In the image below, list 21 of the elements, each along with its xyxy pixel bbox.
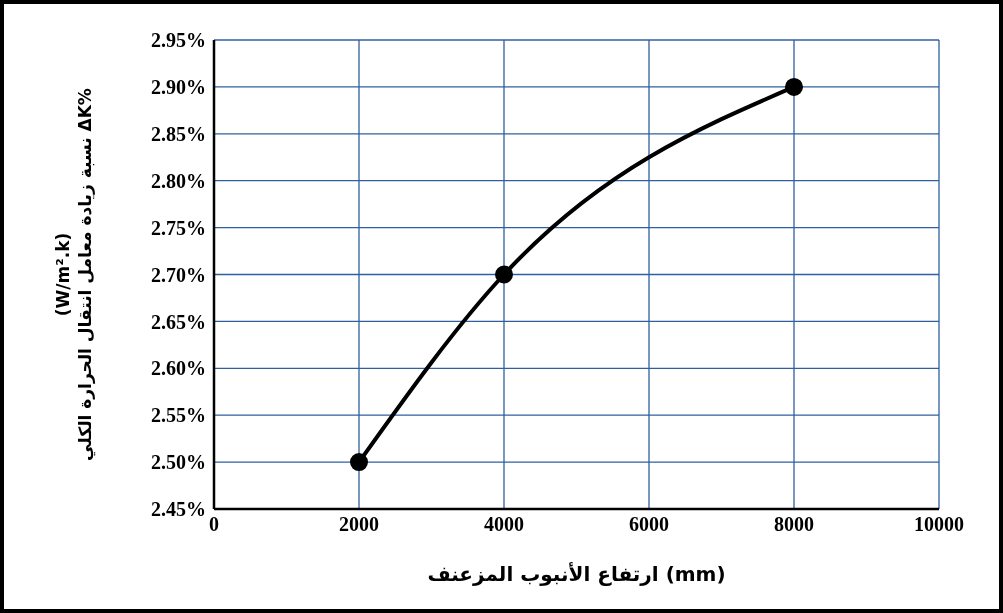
y-tick-label: 2.90% <box>151 76 206 98</box>
y-tick-label: 2.70% <box>151 263 206 286</box>
point <box>350 453 368 472</box>
y-tick-label: 2.50% <box>151 451 206 474</box>
y-tick-label: 2.65% <box>151 310 206 333</box>
x-tick-label: 2000 <box>339 513 379 536</box>
x-axis-title: ارتفاع الأنبوب المزعنف (mm) <box>427 561 726 586</box>
y-tick-label: 2.45% <box>151 498 206 521</box>
x-tick-label: 0 <box>209 513 219 536</box>
y-tick-label: 2.75% <box>151 216 206 239</box>
y-tick-label: 2.60% <box>151 357 206 380</box>
x-tick-label: 8000 <box>774 513 814 536</box>
x-tick-label: 10000 <box>914 513 964 536</box>
x-tick-label: 4000 <box>484 513 524 536</box>
y-tick-label: 2.95% <box>151 29 206 52</box>
y-tick-label: 2.55% <box>151 404 206 427</box>
point <box>785 77 803 96</box>
y-tick-label: 2.85% <box>151 122 206 145</box>
x-tick-label: 6000 <box>629 513 669 536</box>
y-tick-label: 2.80% <box>151 169 206 192</box>
point <box>495 265 513 284</box>
